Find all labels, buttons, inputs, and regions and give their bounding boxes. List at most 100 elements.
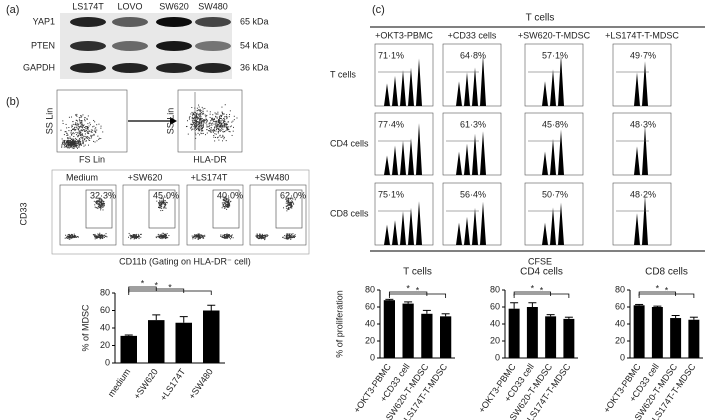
event-dot [229, 131, 231, 133]
event-dot [131, 236, 133, 238]
event-dot [71, 133, 73, 135]
event-dot [84, 135, 86, 137]
event-dot [199, 125, 201, 127]
event-dot [221, 124, 223, 126]
event-dot [103, 205, 105, 207]
event-dot [71, 124, 73, 126]
event-dot [88, 139, 90, 141]
event-dot [288, 235, 290, 237]
event-dot [68, 130, 70, 132]
event-dot [63, 142, 65, 144]
event-dot [96, 237, 98, 239]
event-dot [69, 145, 71, 147]
event-dot [284, 235, 286, 237]
event-dot [225, 126, 227, 128]
event-dot [195, 120, 197, 122]
axis-label: CFSE [528, 256, 552, 266]
event-dot [213, 134, 215, 136]
y-tick-label: 80 [365, 284, 375, 294]
event-dot [104, 234, 106, 236]
event-dot [288, 204, 290, 206]
blot-band [70, 63, 106, 73]
plot-frame [249, 184, 307, 246]
event-dot [222, 236, 224, 238]
event-dot [227, 202, 229, 204]
event-dot [82, 138, 84, 140]
event-dot [223, 124, 225, 126]
event-dot [294, 234, 296, 236]
event-dot [194, 234, 196, 236]
event-dot [222, 196, 224, 198]
event-dot [218, 127, 220, 129]
event-dot [197, 132, 199, 134]
y-axis-label: % of proliferation [334, 290, 344, 358]
event-dot [83, 139, 85, 141]
gate-percentage: 48·3% [630, 119, 656, 129]
event-dot [266, 235, 268, 237]
event-dot [85, 140, 87, 142]
event-dot [225, 234, 227, 236]
event-dot [159, 205, 161, 207]
event-dot [194, 122, 196, 124]
gate [212, 189, 240, 229]
blot-band [156, 41, 192, 51]
event-dot [216, 127, 218, 129]
event-dot [221, 126, 223, 128]
event-dot [101, 202, 103, 204]
event-dot [198, 122, 200, 124]
event-dot [198, 125, 200, 127]
event-dot [228, 128, 230, 130]
event-dot [161, 233, 163, 235]
event-dot [290, 203, 292, 205]
event-dot [225, 116, 227, 118]
event-dot [93, 234, 95, 236]
event-dot [102, 209, 104, 211]
chart-title: CD8 cells [645, 267, 688, 278]
event-dot [225, 130, 227, 132]
event-dot [187, 133, 189, 135]
event-dot [225, 140, 227, 142]
event-dot [99, 238, 101, 240]
event-dot [163, 235, 165, 237]
event-dot [95, 202, 97, 204]
event-dot [229, 126, 231, 128]
event-dot [99, 235, 101, 237]
event-dot [79, 134, 81, 136]
event-dot [67, 139, 69, 141]
event-dot [68, 140, 70, 142]
protein-label: YAP1 [33, 16, 55, 26]
column-label: +CD33 cells [448, 30, 497, 40]
event-dot [222, 140, 224, 142]
event-dot [286, 233, 288, 235]
event-dot [98, 123, 100, 125]
event-dot [134, 235, 136, 237]
event-dot [223, 126, 225, 128]
event-dot [199, 113, 201, 115]
event-dot [89, 137, 91, 139]
event-dot [79, 132, 81, 134]
event-dot [76, 144, 78, 146]
event-dot [101, 236, 103, 238]
event-dot [230, 235, 232, 237]
event-dot [201, 236, 203, 238]
event-dot [66, 141, 68, 143]
event-dot [227, 203, 229, 205]
event-dot [220, 118, 222, 120]
event-dot [225, 199, 227, 201]
event-dot [283, 237, 285, 239]
event-dot [292, 236, 294, 238]
histogram-peak [621, 195, 665, 245]
event-dot [261, 233, 263, 235]
event-dot [197, 127, 199, 129]
event-dot [80, 142, 82, 144]
event-dot [78, 141, 80, 143]
event-dot [80, 132, 82, 134]
event-dot [228, 197, 230, 199]
plot-frame [612, 112, 672, 176]
event-dot [255, 235, 257, 237]
event-dot [214, 130, 216, 132]
event-dot [220, 136, 222, 138]
event-dot [215, 115, 217, 117]
event-dot [101, 236, 103, 238]
y-tick-label: 60 [365, 301, 375, 311]
